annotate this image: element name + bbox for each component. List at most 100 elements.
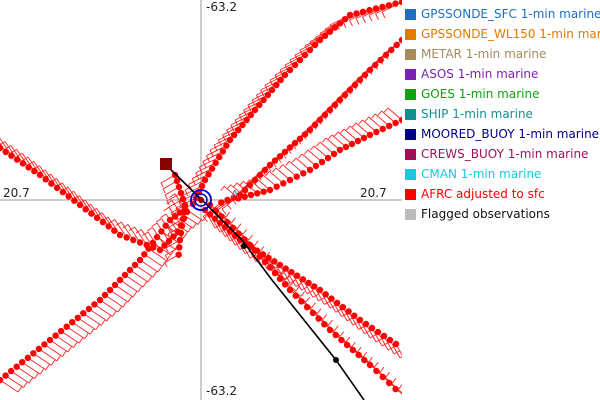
observation-point bbox=[264, 91, 272, 99]
observation-point bbox=[74, 314, 82, 321]
wind-barb bbox=[383, 335, 395, 355]
observation-point bbox=[286, 286, 294, 294]
wind-barb bbox=[254, 240, 259, 246]
observation-point bbox=[63, 323, 70, 330]
wind-barb bbox=[371, 113, 376, 119]
wind-barb bbox=[294, 44, 316, 56]
observation-point bbox=[85, 305, 93, 313]
legend-item-crews-buoy[interactable]: CREWS_BUOY 1-min marine bbox=[405, 144, 600, 164]
legend-item-flagged[interactable]: Flagged observations bbox=[405, 204, 600, 224]
observation-point bbox=[261, 166, 269, 174]
wind-barb bbox=[285, 274, 290, 280]
observation-point bbox=[247, 111, 254, 119]
observation-point bbox=[198, 182, 206, 190]
observation-point bbox=[260, 188, 267, 195]
observation-point bbox=[328, 295, 335, 302]
wind-barb bbox=[231, 217, 236, 223]
observation-point bbox=[385, 2, 393, 9]
observation-point bbox=[354, 137, 362, 145]
wind-barb bbox=[28, 377, 34, 384]
observation-point bbox=[336, 96, 344, 104]
observation-point bbox=[131, 261, 139, 269]
wind-barb bbox=[17, 386, 22, 393]
wind-barb bbox=[269, 79, 274, 87]
wind-barb bbox=[383, 39, 402, 55]
wind-barb bbox=[132, 291, 137, 298]
wind-barb bbox=[199, 156, 220, 168]
wind-barb bbox=[256, 94, 260, 102]
wind-barb bbox=[164, 194, 168, 200]
legend-swatch bbox=[405, 208, 416, 220]
wind-barb bbox=[0, 379, 19, 393]
legend-item-gpssonde-wl150[interactable]: GPSSONDE_WL150 1-min marine bbox=[405, 24, 600, 44]
wind-barb bbox=[218, 129, 239, 141]
legend-item-goes[interactable]: GOES 1-min marine bbox=[405, 84, 600, 104]
observation-point bbox=[326, 106, 334, 114]
wind-barb bbox=[184, 189, 189, 197]
observation-point bbox=[216, 153, 223, 161]
observation-point bbox=[256, 253, 264, 260]
wind-barb bbox=[243, 99, 264, 111]
wind-barb bbox=[305, 296, 310, 303]
observation-point bbox=[343, 341, 351, 349]
wind-barb bbox=[219, 222, 231, 242]
wind-barb bbox=[274, 64, 296, 76]
observation-point bbox=[260, 96, 267, 104]
observation-point bbox=[180, 208, 188, 216]
observation-point bbox=[251, 247, 259, 254]
wind-barb bbox=[144, 253, 163, 267]
observation-point bbox=[305, 279, 312, 287]
observation-point bbox=[173, 177, 181, 185]
wind-barb bbox=[71, 321, 91, 335]
track-start-marker bbox=[160, 158, 172, 170]
observation-point bbox=[59, 188, 67, 196]
wind-barb bbox=[264, 84, 269, 92]
wind-barb bbox=[290, 280, 295, 286]
observation-point bbox=[241, 186, 249, 194]
observation-point bbox=[42, 176, 49, 183]
wind-barb bbox=[127, 296, 132, 303]
observation-point bbox=[219, 148, 227, 155]
wind-barb bbox=[192, 222, 197, 229]
observation-point bbox=[311, 283, 318, 290]
wind-barb bbox=[50, 359, 56, 366]
station-label: A bbox=[231, 188, 239, 201]
wind-barb bbox=[95, 324, 100, 331]
wind-barb bbox=[377, 331, 389, 351]
legend-item-gpssonde-sfc[interactable]: GPSSONDE_SFC 1-min marine bbox=[405, 4, 600, 24]
legend-item-cman[interactable]: CMAN 1-min marine bbox=[405, 164, 600, 184]
observation-point bbox=[309, 309, 317, 317]
observation-point bbox=[153, 233, 161, 241]
wind-barb bbox=[269, 69, 291, 81]
observation-point bbox=[379, 3, 386, 11]
observation-point bbox=[281, 148, 289, 156]
axis-top-label: -63.2 bbox=[206, 0, 238, 14]
wind-barb bbox=[328, 319, 333, 326]
wind-barb bbox=[371, 327, 383, 347]
wind-barb bbox=[21, 361, 41, 375]
legend-item-moored-buoy[interactable]: MOORED_BUOY 1-min marine bbox=[405, 124, 600, 144]
observation-points-layer bbox=[0, 0, 402, 393]
map-plot[interactable]: A -63.2 -63.2 20.7 20.7 bbox=[0, 0, 402, 400]
legend-swatch bbox=[405, 108, 416, 120]
observation-point bbox=[298, 298, 305, 305]
legend-item-asos[interactable]: ASOS 1-min marine bbox=[405, 64, 600, 84]
wind-barb bbox=[284, 54, 306, 66]
observation-point bbox=[116, 276, 124, 284]
legend-item-metar[interactable]: METAR 1-min marine bbox=[405, 44, 600, 64]
wind-barb bbox=[313, 286, 325, 305]
legend-item-afrc[interactable]: AFRC adjusted to sfc bbox=[405, 184, 600, 204]
observation-point bbox=[382, 51, 390, 59]
observation-point bbox=[111, 227, 118, 234]
wind-barb bbox=[104, 294, 124, 308]
wind-barb bbox=[197, 218, 202, 225]
wind-barb bbox=[167, 233, 171, 239]
wind-barb bbox=[362, 59, 381, 75]
legend-label: GPSSONDE_SFC 1-min marine bbox=[421, 7, 600, 21]
wind-barb bbox=[237, 223, 242, 229]
wind-barb bbox=[242, 229, 248, 235]
observation-point bbox=[268, 86, 276, 94]
wind-barb bbox=[151, 222, 158, 227]
legend-item-ship[interactable]: SHIP 1-min marine bbox=[405, 104, 600, 124]
wind-barb bbox=[251, 99, 256, 107]
